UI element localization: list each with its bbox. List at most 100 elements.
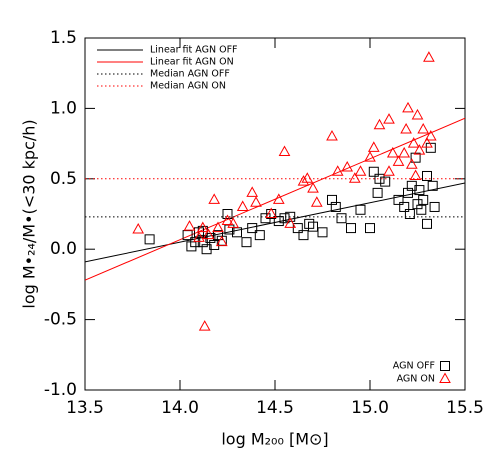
square-marker [418,194,429,205]
triangle-marker [272,193,285,204]
square-marker [213,230,223,241]
triangle-marker [183,220,196,231]
x-axis-label: log M₂₀₀ [M⊙] [221,430,328,449]
y-tick-label: -1.0 [44,380,77,400]
square-marker [410,152,421,163]
square-marker [241,237,252,248]
square-marker [304,218,315,229]
square-marker [279,213,290,224]
triangle-marker [398,146,411,158]
triangle-marker [386,146,399,158]
square-marker [346,223,356,234]
triangle-marker [246,186,259,197]
triangle-marker [364,151,376,162]
y-tick-label: 0.0 [50,239,77,259]
triangle-marker [250,196,262,207]
square-marker [416,204,427,215]
triangle-marker [221,214,234,226]
triangle-marker [417,122,430,134]
square-marker [336,213,347,224]
y-tick-label: 1.5 [50,28,77,48]
square-marker [429,201,440,212]
square-marker [374,173,385,184]
plot-frame [84,37,466,391]
square-marker [414,185,425,196]
triangle-marker [383,165,395,176]
legend-label: Linear fit AGN OFF [150,45,238,56]
triangle-marker [301,172,314,183]
triangle-marker [278,145,291,157]
triangle-marker [132,222,145,234]
square-marker [440,361,450,371]
y-tick-label: 1.0 [50,98,77,118]
triangle-marker [439,372,451,383]
triangle-marker [424,130,437,141]
triangle-marker [212,221,224,233]
square-marker [355,204,366,215]
triangle-marker [392,155,405,166]
square-marker [254,230,265,241]
triangle-marker [373,118,386,130]
square-marker [425,142,436,153]
square-marker [330,201,341,212]
triangle-marker [326,130,338,141]
y-axis-label: log M•₂₄/M•(<30 kpc/h) [20,119,39,308]
triangle-marker [402,101,414,113]
triangle-marker [265,207,278,218]
triangle-marker [236,200,249,211]
plot-area [85,51,465,331]
square-marker [194,227,204,238]
square-marker [399,201,410,212]
square-marker [222,209,233,219]
triangle-marker [423,51,435,62]
triangle-marker [215,235,228,247]
triangle-marker [193,231,205,242]
triangle-marker [407,137,420,148]
x-tick-label: 13.5 [66,398,104,418]
square-marker [404,209,415,219]
x-tick-label: 15.0 [351,398,389,418]
square-marker [247,223,258,234]
square-marker [298,230,309,241]
y-tick-label: 0.5 [50,169,77,189]
triangle-marker [367,141,380,152]
legend-label: Median AGN ON [150,81,226,92]
triangle-marker [202,228,215,240]
square-marker [403,187,413,198]
triangle-marker [400,122,412,134]
triangle-marker [284,217,297,228]
x-tick-label: 14.5 [256,398,294,418]
square-marker [365,223,375,234]
fit-line [85,182,465,263]
square-marker [144,234,155,245]
y-tick-label: -0.5 [44,310,77,330]
triangle-marker [413,144,426,155]
square-marker [380,176,391,187]
triangle-marker [405,158,418,169]
square-marker [292,223,303,234]
triangle-marker [227,217,240,228]
legend-label: Median AGN OFF [150,69,230,80]
square-marker [422,170,432,181]
triangle-marker [411,108,424,120]
triangle-marker [208,193,221,204]
square-marker [308,221,318,232]
square-marker [368,166,379,177]
triangle-marker [297,175,310,186]
square-marker [273,216,284,227]
legend-label: AGN ON [397,374,435,385]
square-marker [190,237,201,248]
triangle-marker [331,165,344,176]
x-tick-label: 15.5 [446,398,484,418]
triangle-marker [383,113,395,124]
square-marker [422,218,432,229]
triangle-marker [354,165,367,176]
square-marker [427,180,438,191]
square-marker [372,187,383,198]
triangle-marker [307,182,319,193]
triangle-marker [421,137,433,148]
square-marker [285,211,296,222]
triangle-marker [196,221,209,233]
square-marker [327,194,337,205]
